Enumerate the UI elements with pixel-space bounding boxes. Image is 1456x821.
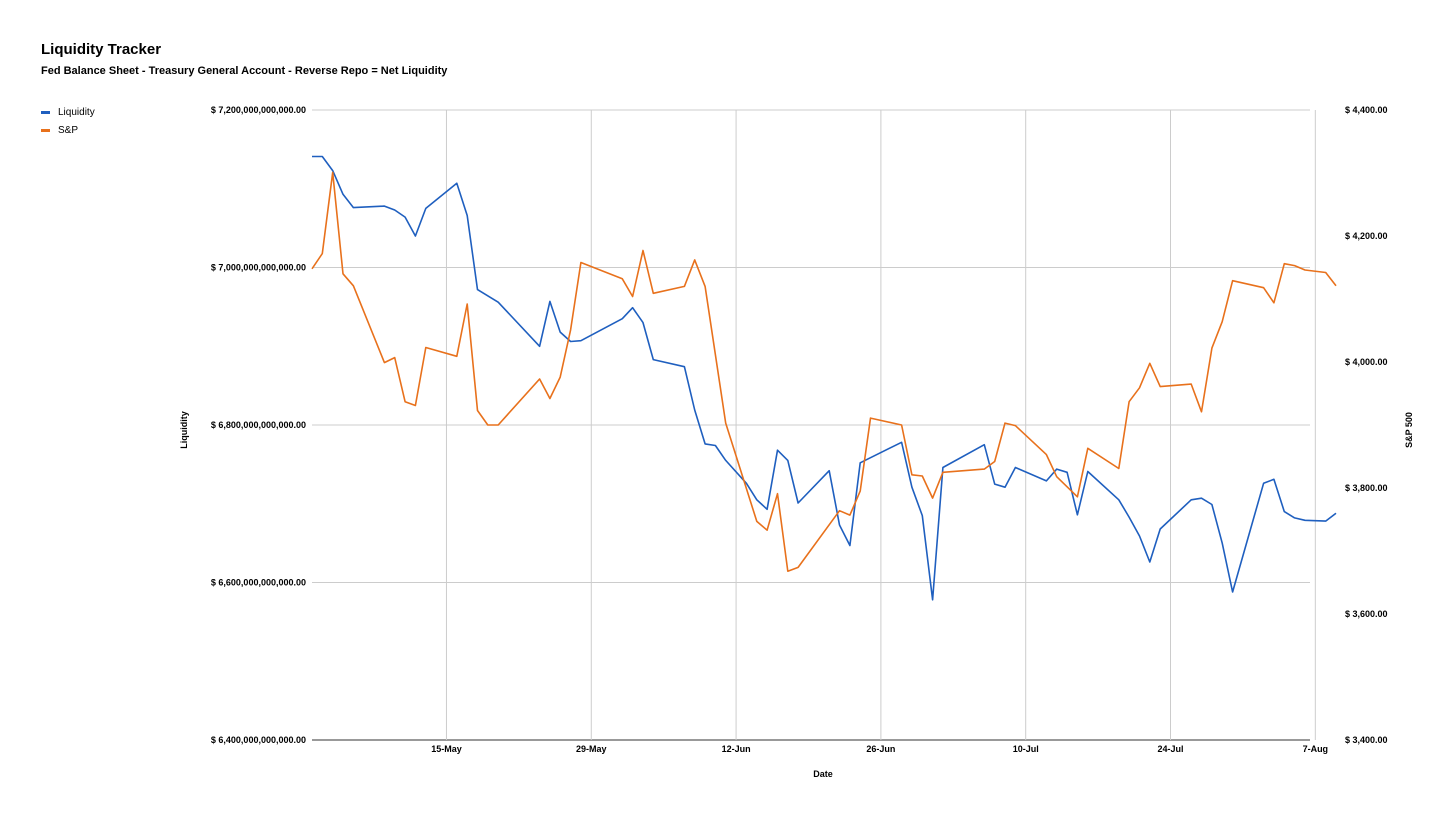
y-right-tick-label: $ 3,400.00 bbox=[1345, 735, 1388, 745]
x-tick-label: 15-May bbox=[431, 744, 462, 754]
chart-subtitle: Fed Balance Sheet - Treasury General Acc… bbox=[41, 65, 448, 77]
gridlines bbox=[312, 109, 1316, 741]
y-right-tick-label: $ 4,400.00 bbox=[1345, 105, 1388, 115]
y-left-tick-label: $ 7,000,000,000,000.00 bbox=[211, 263, 306, 273]
y-right-tick-label: $ 3,800.00 bbox=[1345, 483, 1388, 493]
y-axis-right-title: S&P 500 bbox=[1404, 412, 1414, 448]
y-left-tick-label: $ 6,800,000,000,000.00 bbox=[211, 420, 306, 430]
y-right-tick-label: $ 3,600.00 bbox=[1345, 609, 1388, 619]
y-left-tick-label: $ 6,400,000,000,000.00 bbox=[211, 735, 306, 745]
y-left-tick-label: $ 6,600,000,000,000.00 bbox=[211, 578, 306, 588]
legend-swatch-liquidity bbox=[41, 110, 50, 114]
legend-label-sp: S&P bbox=[58, 124, 79, 136]
legend-item-sp[interactable]: S&P bbox=[41, 121, 95, 139]
x-tick-label: 12-Jun bbox=[722, 744, 751, 754]
tick-labels: $ 7,200,000,000,000.00 $ 7,000,000,000,00… bbox=[211, 105, 1388, 754]
x-axis-title: Date bbox=[813, 769, 833, 779]
x-tick-label: 24-Jul bbox=[1157, 744, 1183, 754]
legend-label-liquidity: Liquidity bbox=[58, 106, 95, 118]
series-line-liquidity bbox=[312, 155, 1337, 601]
legend: Liquidity S&P bbox=[41, 103, 95, 139]
series-line-sp bbox=[311, 171, 1337, 573]
y-axis-left-title: Liquidity bbox=[179, 411, 189, 449]
x-tick-label: 7-Aug bbox=[1303, 744, 1329, 754]
legend-item-liquidity[interactable]: Liquidity bbox=[41, 103, 95, 121]
x-tick-label: 26-Jun bbox=[866, 744, 895, 754]
chart-title: Liquidity Tracker bbox=[41, 41, 162, 58]
series-layer bbox=[311, 155, 1337, 601]
y-right-tick-label: $ 4,200.00 bbox=[1345, 231, 1388, 241]
x-tick-label: 10-Jul bbox=[1013, 744, 1039, 754]
y-right-tick-label: $ 4,000.00 bbox=[1345, 357, 1388, 367]
x-tick-label: 29-May bbox=[576, 744, 607, 754]
legend-swatch-sp bbox=[41, 128, 50, 132]
y-left-tick-label: $ 7,200,000,000,000.00 bbox=[211, 105, 306, 115]
